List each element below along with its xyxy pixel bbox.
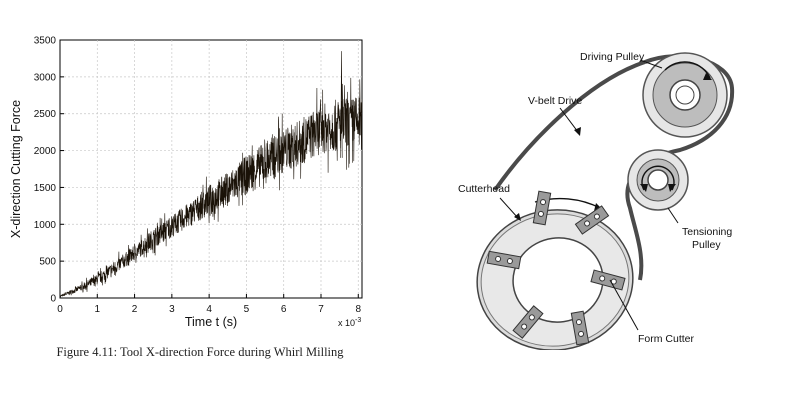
form-cutter — [574, 205, 610, 235]
leader-line — [559, 107, 579, 133]
x-axis-label: Time t (s) — [185, 315, 237, 329]
y-tick-label: 1500 — [34, 183, 57, 194]
y-tick-label: 0 — [50, 294, 56, 305]
arrowhead-icon — [668, 184, 676, 192]
form-cutter — [532, 190, 552, 226]
label-form-cutter: Form Cutter — [638, 333, 695, 345]
data-series — [59, 51, 363, 298]
x-axis-exponent: x 10-3 — [338, 317, 361, 328]
label-driving-pulley: Driving Pulley — [580, 51, 645, 63]
tensioning-pulley-rotation-arrow — [641, 165, 675, 191]
y-tick-label: 1000 — [34, 220, 57, 231]
form-cutter — [570, 310, 590, 346]
driving-pulley-rotation-arrow — [664, 61, 711, 79]
leader-line — [639, 59, 663, 69]
x-tick-label: 1 — [95, 304, 101, 315]
x-tick-label: 6 — [281, 304, 287, 315]
tensioning-pulley — [627, 149, 689, 211]
x-tick-label: 4 — [206, 304, 212, 315]
leader-line — [667, 207, 679, 224]
x-axis-exponent-base: x 10 — [338, 318, 355, 328]
y-tick-label: 2000 — [34, 146, 57, 157]
y-axis-label: X-direction Cutting Force — [9, 100, 23, 238]
figure-caption: Figure 4.11: Tool X-direction Force duri… — [56, 345, 344, 359]
force-chart-figure: 0 1 2 3 4 5 6 7 8 0 500 1000 1500 2000 2500 3000 3500 Ti… — [9, 36, 363, 359]
label-tensioning-pulley-line2: Pulley — [692, 239, 721, 251]
plot-area — [59, 39, 363, 299]
force-chart: 0 1 2 3 4 5 6 7 8 0 500 1000 1500 2000 2500 3000 3500 Ti… — [9, 36, 363, 329]
arrowhead-icon — [574, 127, 581, 136]
leader-line — [609, 279, 639, 331]
label-vbelt-drive: V-belt Drive — [528, 95, 582, 107]
form-cutter — [512, 305, 544, 339]
x-tick-label: 8 — [355, 304, 361, 315]
force-series-line — [59, 51, 363, 298]
x-tick-label: 5 — [244, 304, 250, 315]
cutterhead — [476, 190, 634, 351]
y-tick-label: 3500 — [34, 36, 57, 47]
axis-ticks: 0 1 2 3 4 5 6 7 8 0 500 1000 1500 2000 2500 3000 3500 — [34, 36, 362, 316]
y-tick-label: 3000 — [34, 72, 57, 83]
v-belt-outer — [493, 60, 646, 192]
leader-line — [499, 197, 519, 219]
y-tick-label: 500 — [39, 257, 56, 268]
diagram-svg: Driving Pulley V-belt Drive Cutterhead T… — [458, 51, 735, 351]
x-axis-exponent-power: -3 — [355, 317, 361, 324]
arrowhead-icon — [703, 73, 712, 80]
form-cutter — [590, 269, 626, 291]
whirl-milling-diagram: Driving Pulley V-belt Drive Cutterhead T… — [440, 40, 760, 351]
label-cutterhead: Cutterhead — [458, 183, 510, 195]
x-tick-label: 0 — [57, 304, 63, 315]
form-cutter — [486, 250, 522, 270]
x-tick-label: 7 — [318, 304, 324, 315]
driving-pulley — [642, 52, 728, 138]
arrowhead-icon — [640, 184, 648, 192]
x-tick-label: 2 — [132, 304, 138, 315]
arrowhead-icon — [514, 213, 521, 221]
label-tensioning-pulley-line1: Tensioning — [682, 226, 732, 238]
y-tick-label: 2500 — [34, 109, 57, 120]
x-tick-label: 3 — [169, 304, 175, 315]
